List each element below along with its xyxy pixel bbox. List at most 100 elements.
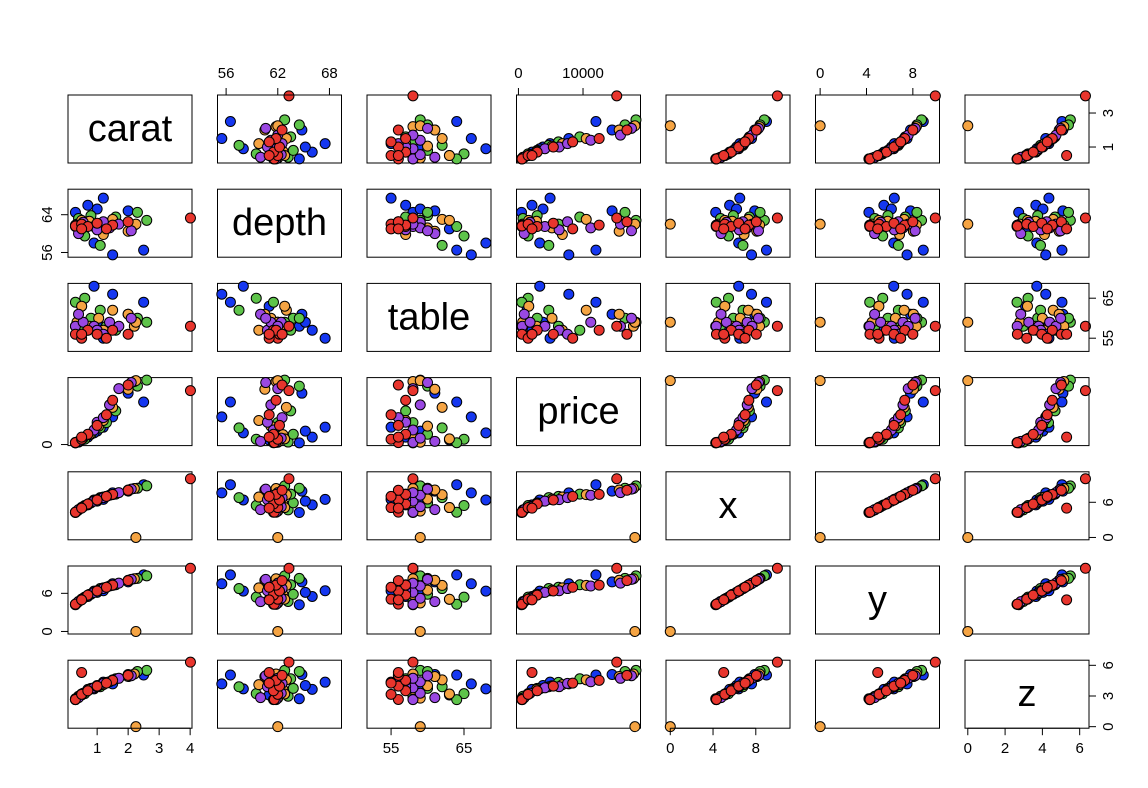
point (392, 484, 404, 496)
point (263, 502, 275, 514)
point (283, 656, 295, 668)
point (233, 139, 245, 151)
point (1041, 409, 1053, 421)
point (760, 296, 772, 308)
point (293, 693, 305, 705)
point (737, 239, 749, 251)
point (272, 625, 284, 637)
point (664, 218, 676, 230)
point (293, 153, 305, 165)
point (319, 332, 331, 344)
point (1055, 484, 1067, 496)
point (436, 133, 448, 145)
point (895, 677, 907, 689)
point (122, 379, 134, 391)
point (750, 216, 762, 228)
variable-label: y (868, 579, 887, 621)
point (892, 239, 904, 251)
point (480, 427, 492, 439)
x-tick-label: 65 (456, 740, 473, 757)
point (771, 385, 783, 397)
point (546, 312, 558, 324)
point (138, 244, 150, 256)
point (1079, 562, 1091, 574)
point (526, 502, 538, 514)
point (814, 375, 826, 387)
point (901, 249, 913, 261)
point (625, 225, 637, 237)
point (76, 594, 88, 606)
point (580, 304, 592, 316)
point (750, 379, 762, 391)
point (962, 218, 974, 230)
point (422, 420, 434, 432)
point (752, 312, 764, 324)
point (407, 473, 419, 485)
point (233, 422, 245, 434)
point (458, 591, 470, 603)
point (91, 217, 103, 229)
point (263, 677, 275, 689)
point (739, 136, 751, 148)
panel (67, 471, 193, 541)
point (122, 669, 134, 681)
point (216, 678, 228, 690)
panel (815, 471, 940, 541)
point (872, 666, 884, 678)
point (414, 625, 426, 637)
point (1055, 575, 1067, 587)
point (750, 328, 762, 340)
point (429, 692, 441, 704)
point (750, 124, 762, 136)
point (407, 656, 419, 668)
point (750, 669, 762, 681)
point (524, 316, 536, 328)
point (1061, 594, 1073, 606)
panel (815, 659, 940, 729)
point (260, 122, 272, 134)
x-tick-label: 0 (964, 740, 972, 757)
point (451, 221, 463, 233)
point (233, 583, 245, 595)
point (814, 218, 826, 230)
point (237, 280, 249, 292)
point (443, 150, 455, 162)
point (263, 409, 275, 421)
point (1041, 581, 1053, 593)
point (585, 316, 597, 328)
point (392, 223, 404, 235)
point (82, 685, 94, 697)
point (480, 585, 492, 597)
point (458, 500, 470, 512)
panel (217, 282, 342, 352)
point (392, 150, 404, 162)
point (272, 721, 284, 733)
point (122, 205, 134, 217)
point (733, 280, 745, 292)
point (429, 435, 441, 447)
point (100, 332, 112, 344)
point (962, 316, 974, 328)
point (400, 394, 412, 406)
point (1061, 223, 1073, 235)
y-tick-label: 65 (1100, 290, 1117, 307)
point (888, 419, 900, 431)
point (451, 396, 463, 408)
point (272, 531, 284, 543)
point (547, 141, 559, 153)
y-tick-label: 3 (1100, 109, 1117, 117)
y-tick-label: 0 (39, 440, 56, 448)
point (465, 411, 477, 423)
point (88, 280, 100, 292)
point (526, 328, 538, 340)
point (224, 116, 236, 128)
point (224, 669, 236, 681)
panel (516, 471, 641, 541)
point (400, 199, 412, 211)
x-tick-label: 4 (186, 740, 194, 757)
point (263, 594, 275, 606)
point (76, 502, 88, 514)
point (718, 431, 730, 443)
point (407, 598, 419, 610)
